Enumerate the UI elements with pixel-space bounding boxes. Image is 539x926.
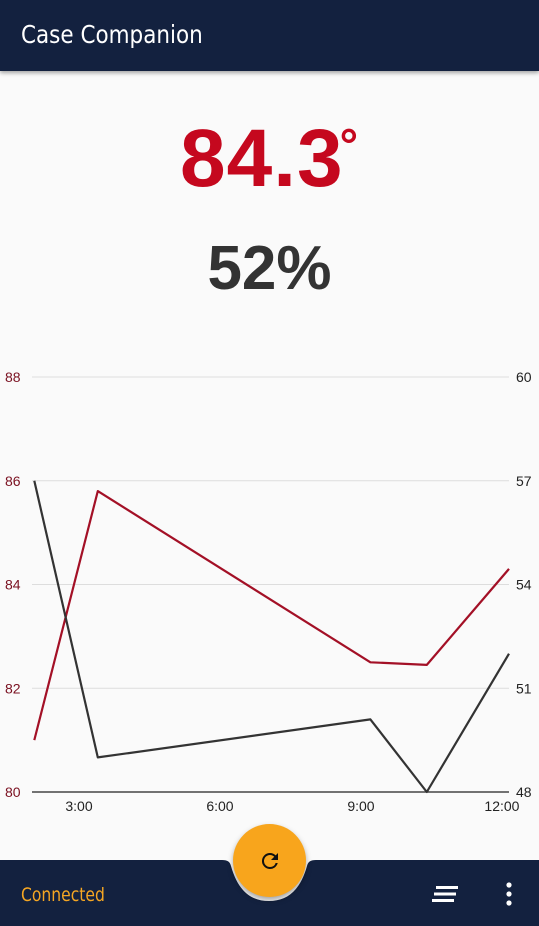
sort-menu-icon[interactable] — [432, 884, 460, 904]
refresh-button[interactable] — [233, 824, 306, 897]
x-tick-label: 6:00 — [206, 798, 233, 814]
app-title: Case Companion — [21, 20, 203, 49]
temperature-humidity-chart: 88 60 86 57 84 54 82 51 80 48 3:00 6:00 9:00 12:00 — [5, 369, 532, 814]
right-tick-label: 57 — [516, 473, 532, 489]
app-bar: Case Companion — [0, 0, 539, 71]
more-vert-icon[interactable] — [499, 880, 519, 908]
humidity-reading: 52% — [207, 234, 332, 303]
temperature-reading: 84.3° — [0, 118, 539, 200]
connection-status: Connected — [21, 884, 105, 906]
left-tick-label: 84 — [5, 577, 21, 593]
left-tick-label: 86 — [5, 473, 21, 489]
temperature-unit: ° — [339, 119, 359, 171]
x-tick-label: 9:00 — [347, 798, 374, 814]
x-tick-label: 3:00 — [65, 798, 92, 814]
right-tick-label: 54 — [516, 577, 532, 593]
right-tick-label: 48 — [516, 784, 532, 800]
left-tick-label: 82 — [5, 680, 21, 696]
left-tick-label: 80 — [5, 784, 21, 800]
bottom-app-bar — [0, 860, 539, 926]
temperature-value: 84.3 — [179, 113, 344, 204]
x-tick-label: 12:00 — [484, 798, 519, 814]
humidity-series-line — [33, 480, 510, 794]
left-tick-label: 88 — [5, 369, 21, 385]
right-tick-label: 51 — [516, 680, 532, 696]
right-tick-label: 60 — [516, 369, 532, 385]
temperature-series-line — [33, 490, 510, 741]
refresh-icon — [261, 852, 278, 869]
